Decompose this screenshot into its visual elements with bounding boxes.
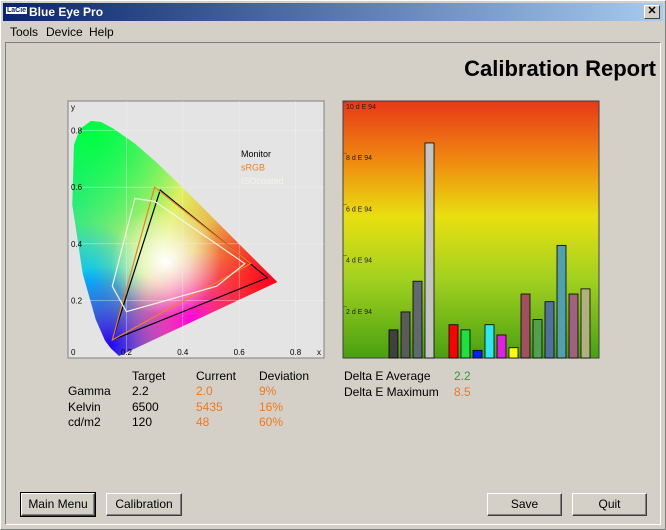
column-header: Current [196,369,237,383]
bar [400,311,411,359]
bar [388,329,399,359]
bar [484,324,495,359]
cell: 5435 [196,399,223,414]
menu-item[interactable]: Tools [10,25,39,39]
save-button[interactable]: Save [487,493,562,516]
y-tick-label: 4 d E 94 [346,258,372,265]
y-tick-label: 10 d E 94 [346,104,376,111]
title-bar: LaCie Blue Eye Pro ✕ [3,3,663,21]
cell: 120 [132,415,153,429]
bar [520,293,531,359]
x-axis-label: x [317,348,321,357]
bar [580,288,591,359]
bar [544,301,555,359]
close-button[interactable]: ✕ [644,5,660,19]
cell: 6500 [132,399,159,414]
window-title: Blue Eye Pro [29,5,104,19]
cell: 9% [259,384,277,398]
legend-entry: ISOcoated [241,176,284,186]
column-header: Deviation [259,369,310,383]
row-label: Gamma [68,384,111,398]
x-tick-label: 0.6 [234,348,246,357]
y-tick-label: 8 d E 94 [346,155,372,162]
x-tick-label: 0.8 [290,348,302,357]
delta-e-value: 2.2 [454,369,471,383]
menu-item[interactable]: Device [46,25,83,39]
heading: Calibration Report [464,56,656,81]
column-header: Target [132,369,166,383]
bar [568,293,579,359]
bar [460,329,471,359]
cell: 48 [196,415,210,429]
main-menu-button[interactable]: Main Menu [20,492,96,517]
delta-e-value: 8.5 [454,384,471,399]
cell: 60% [259,415,284,429]
calibration-button[interactable]: Calibration [106,493,182,516]
legend-entry: sRGB [241,163,265,173]
x-tick-label: 0.4 [177,348,189,357]
y-tick-label: 0.4 [71,240,83,249]
row-label: cd/m2 [68,415,101,429]
bar [508,347,519,359]
y-axis-label: y [71,103,75,112]
cell: 16% [259,399,284,414]
bar [556,244,567,359]
y-tick-label: 2 d E 94 [346,309,372,316]
delta-e-label: Delta E Average [344,369,431,383]
gamut-2 [111,197,246,313]
bar [412,280,423,359]
gamut-1 [111,186,252,342]
delta-e-label: Delta E Maximum [344,384,439,399]
legend-entry: Monitor [241,149,271,159]
origin-label: 0 [71,348,76,357]
content-frame [5,42,661,525]
cell: 2.0 [196,384,213,398]
app-icon: LaCie [6,7,28,14]
row-label: Kelvin [68,399,101,414]
x-tick-label: 0.2 [121,348,133,357]
quit-button[interactable]: Quit [572,493,647,516]
y-tick-label: 6 d E 94 [346,206,372,213]
bar [532,319,543,359]
cell: 2.2 [132,384,149,398]
y-tick-label: 0.8 [71,127,83,136]
menu-item[interactable]: Help [89,25,114,39]
bar [472,349,483,359]
delta-plot-area [342,100,600,359]
bar [448,324,459,359]
y-tick-label: 0.6 [71,183,83,192]
bar [424,142,435,359]
y-tick-label: 0.2 [71,296,83,305]
bar [496,334,507,359]
